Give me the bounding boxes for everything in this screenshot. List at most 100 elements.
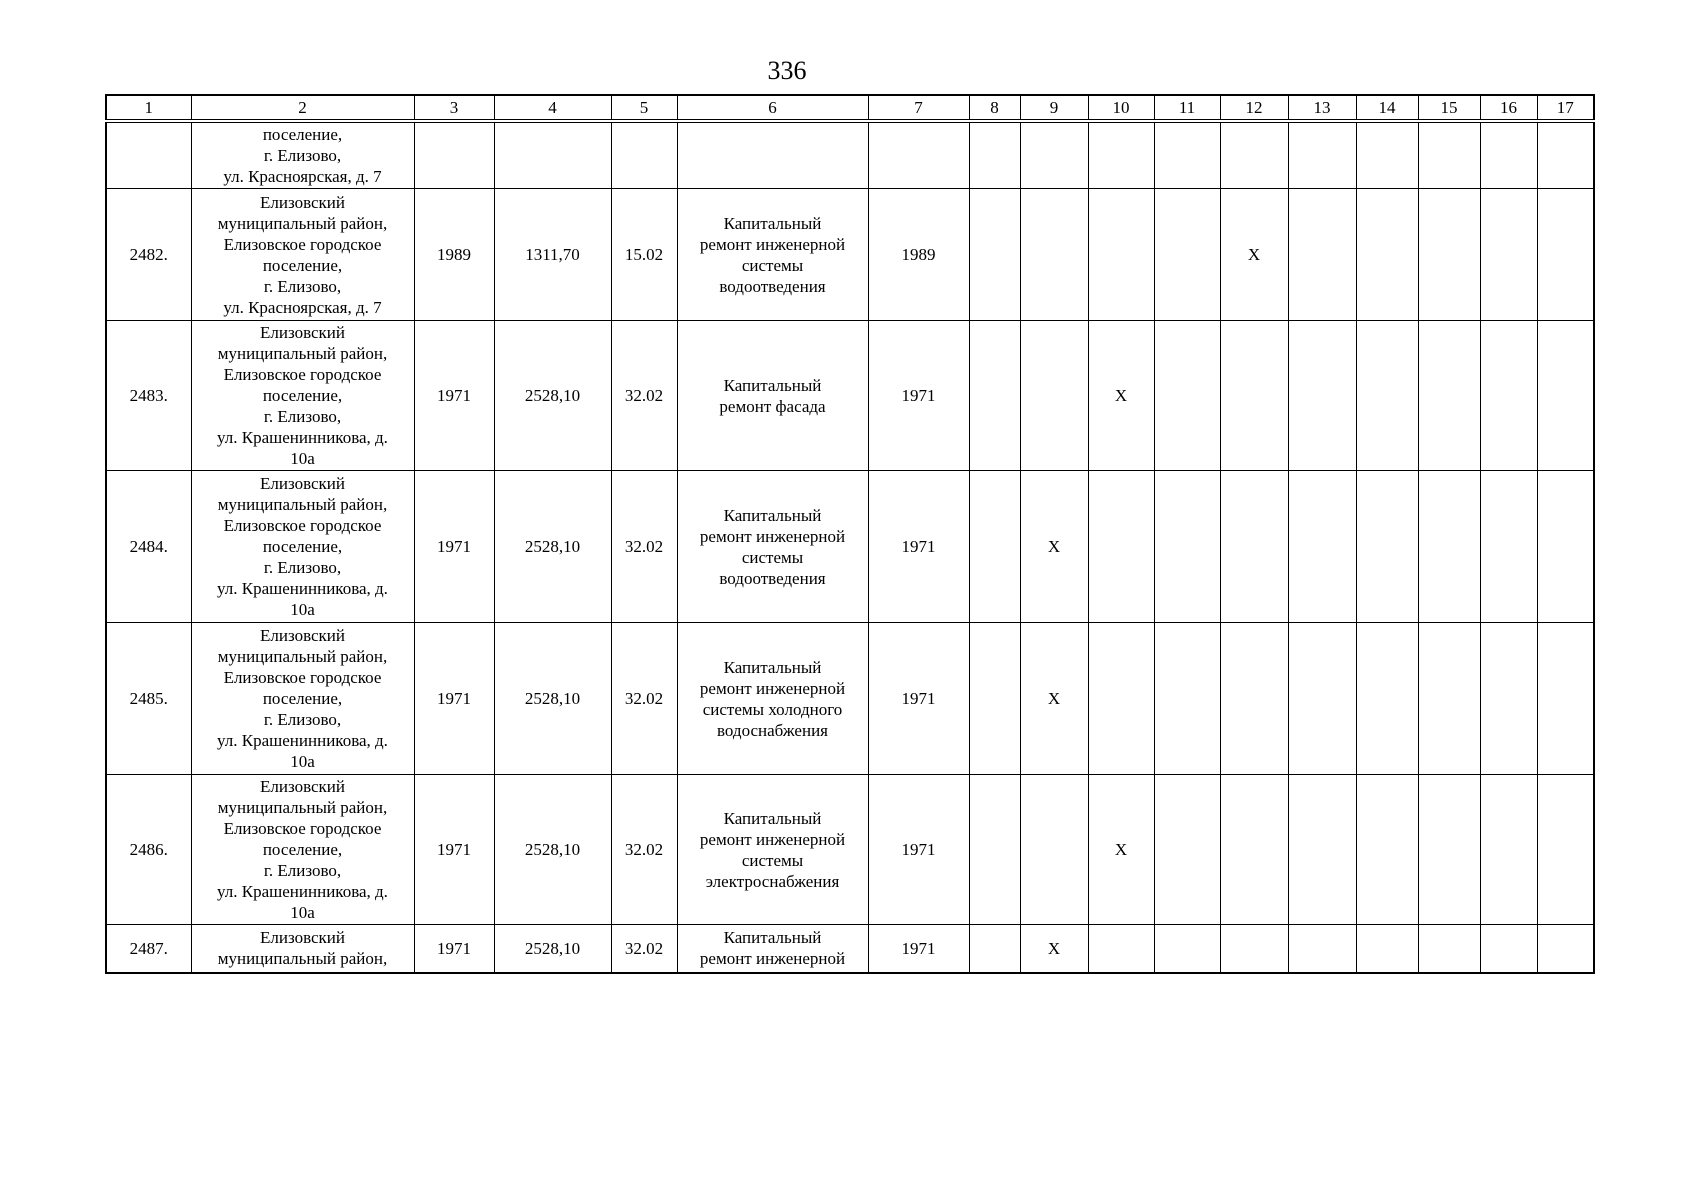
empty-cell [1417,320,1481,471]
empty-cell [1536,924,1595,973]
mark-cell: Х [1087,774,1155,925]
empty-cell [1479,470,1538,623]
mark-cell: Х [1019,470,1089,623]
mark-cell: Х [1019,924,1089,973]
empty-cell [1087,120,1155,189]
code-cell: 32.02 [610,622,678,775]
empty-cell [1087,622,1155,775]
empty-cell [1355,320,1419,471]
empty-cell [1355,188,1419,321]
column-header-4: 4 [493,94,612,123]
row-number-cell: 2483. [105,320,192,471]
empty-cell [1219,774,1289,925]
empty-cell [1417,188,1481,321]
empty-cell [1417,774,1481,925]
row-number-cell: 2486. [105,774,192,925]
row-number-cell: 2482. [105,188,192,321]
code-cell: 32.02 [610,774,678,925]
column-header-13: 13 [1287,94,1357,123]
empty-cell [1287,774,1357,925]
mark-cell: Х [1087,320,1155,471]
row-number-cell [105,120,192,189]
work-type-cell [676,120,869,189]
area-cell: 1311,70 [493,188,612,321]
empty-cell [1479,774,1538,925]
empty-cell [968,774,1021,925]
table-row: 2484. Елизовский муниципальный район, Ели… [105,470,1595,623]
column-header-8: 8 [968,94,1021,123]
table-body: поселение, г. Елизово, ул. Красноярская,… [105,120,1595,973]
code-cell: 15.02 [610,188,678,321]
table-row: 2485. Елизовский муниципальный район, Ели… [105,622,1595,775]
column-header-11: 11 [1153,94,1221,123]
empty-cell [1536,120,1595,189]
column-header-12: 12 [1219,94,1289,123]
empty-cell [1355,120,1419,189]
column-header-1: 1 [105,94,192,123]
address-cell: Елизовский муниципальный район, [190,924,415,973]
table-row: поселение, г. Елизово, ул. Красноярская,… [105,120,1595,189]
empty-cell [1536,622,1595,775]
empty-cell [1417,622,1481,775]
area-cell: 2528,10 [493,320,612,471]
column-header-6: 6 [676,94,869,123]
year-cell: 1989 [413,188,495,321]
empty-cell [1153,320,1221,471]
empty-cell [1153,470,1221,623]
address-cell: Елизовский муниципальный район, Елизовск… [190,622,415,775]
empty-cell [1019,120,1089,189]
plan-year-cell: 1971 [867,774,970,925]
empty-cell [968,622,1021,775]
work-type-cell: Капитальный ремонт инженерной системы хо… [676,622,869,775]
empty-cell [1153,924,1221,973]
empty-cell [1479,622,1538,775]
header-row: 1 2 3 4 5 6 7 8 9 10 11 12 13 14 15 16 17 [105,94,1595,123]
empty-cell [1087,470,1155,623]
empty-cell [1287,924,1357,973]
table-row: 2483. Елизовский муниципальный район, Ели… [105,320,1595,471]
row-number-cell: 2484. [105,470,192,623]
plan-year-cell [867,120,970,189]
address-cell: Елизовский муниципальный район, Елизовск… [190,470,415,623]
code-cell [610,120,678,189]
work-type-cell: Капитальный ремонт инженерной системы во… [676,470,869,623]
column-header-16: 16 [1479,94,1538,123]
area-cell [493,120,612,189]
row-number-cell: 2487. [105,924,192,973]
column-header-17: 17 [1536,94,1595,123]
empty-cell [1417,924,1481,973]
area-cell: 2528,10 [493,470,612,623]
empty-cell [1355,470,1419,623]
empty-cell [1479,320,1538,471]
empty-cell [1153,774,1221,925]
column-header-2: 2 [190,94,415,123]
column-header-14: 14 [1355,94,1419,123]
empty-cell [1287,470,1357,623]
empty-cell [968,120,1021,189]
address-cell: Елизовский муниципальный район, Елизовск… [190,320,415,471]
address-cell: Елизовский муниципальный район, Елизовск… [190,188,415,321]
address-cell: Елизовский муниципальный район, Елизовск… [190,774,415,925]
empty-cell [968,924,1021,973]
empty-cell [1479,924,1538,973]
year-cell: 1971 [413,470,495,623]
empty-cell [1355,622,1419,775]
mark-cell: Х [1019,622,1089,775]
empty-cell [1287,622,1357,775]
year-cell: 1971 [413,622,495,775]
year-cell: 1971 [413,320,495,471]
area-cell: 2528,10 [493,774,612,925]
plan-year-cell: 1971 [867,622,970,775]
empty-cell [1019,320,1089,471]
empty-cell [1536,774,1595,925]
plan-year-cell: 1971 [867,320,970,471]
column-header-9: 9 [1019,94,1089,123]
column-header-15: 15 [1417,94,1481,123]
empty-cell [1417,470,1481,623]
empty-cell [1019,774,1089,925]
empty-cell [968,320,1021,471]
column-header-5: 5 [610,94,678,123]
empty-cell [1019,188,1089,321]
empty-cell [1287,188,1357,321]
